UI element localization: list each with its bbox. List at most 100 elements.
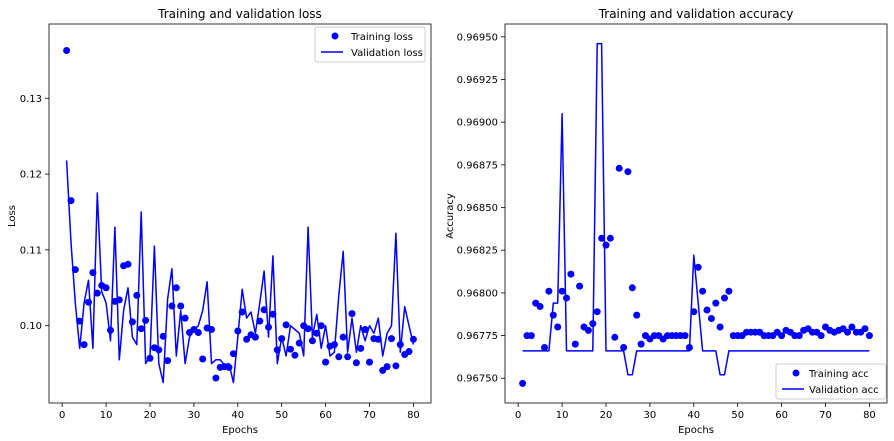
loss-chart-series-point — [212, 374, 220, 382]
loss-chart-xtick-label: 80 — [407, 410, 420, 421]
loss-chart-series-point — [93, 289, 101, 297]
accuracy-chart-ytick-label: 0.96950 — [457, 32, 498, 43]
loss-chart-ylabel: Loss — [7, 205, 18, 227]
accuracy-chart-series-point — [606, 234, 614, 242]
accuracy-chart-ytick-label: 0.96775 — [457, 331, 498, 342]
accuracy-chart-xlabel: Epochs — [678, 425, 714, 436]
accuracy-chart-axes-frame — [504, 23, 888, 404]
accuracy-chart-series-point — [602, 241, 610, 249]
loss-chart-series-point — [348, 310, 356, 318]
loss-chart-series-point — [352, 359, 360, 367]
loss-chart-series-point — [357, 344, 365, 352]
accuracy-chart-xtick-label: 80 — [863, 410, 876, 421]
loss-chart-axes: 0 10 20 30 40 50 60 70 80 0.10 0.11 0.12 0.13 — [20, 23, 432, 421]
loss-chart-xtick-label: 40 — [231, 410, 244, 421]
accuracy-chart-series-point — [536, 303, 544, 310]
loss-chart-series-line-1 — [65, 160, 415, 384]
accuracy-chart-ytick-label: 0.96875 — [457, 160, 498, 171]
loss-chart-series-point — [291, 351, 299, 359]
loss-chart-series-point — [339, 333, 347, 341]
accuracy-chart-xtick-label: 40 — [687, 410, 700, 421]
loss-chart-title: Training and validation loss — [157, 7, 322, 21]
accuracy-chart-xtick-label: 10 — [556, 410, 569, 421]
loss-chart-series-point — [128, 318, 136, 326]
loss-chart-series-point — [317, 322, 325, 330]
loss-chart-xtick-label: 20 — [144, 410, 157, 421]
loss-chart-series-point — [164, 357, 172, 365]
accuracy-chart-xtick-label: 50 — [731, 410, 744, 421]
accuracy-chart-series-point — [567, 270, 575, 278]
accuracy-chart-marks — [519, 42, 873, 387]
loss-chart-axes-frame — [48, 23, 432, 404]
accuracy-chart-series-point — [563, 294, 570, 302]
loss-chart-series-point — [366, 358, 373, 366]
loss-chart-ytick-label: 0.13 — [20, 94, 42, 105]
accuracy-chart-series-point — [865, 332, 873, 340]
accuracy-chart-ytick-label: 0.96800 — [457, 288, 498, 299]
accuracy-chart-xtick-label: 70 — [819, 410, 832, 421]
loss-chart-series-point — [287, 345, 294, 353]
loss-chart-series-point — [322, 358, 330, 366]
accuracy-chart-series-point — [699, 287, 707, 295]
loss-chart-ytick-label: 0.12 — [20, 170, 42, 181]
loss-chart-xlabel: Epochs — [222, 425, 258, 436]
loss-chart-series-point — [405, 348, 413, 355]
accuracy-chart-series-point — [725, 287, 733, 295]
loss-chart-series-point — [199, 355, 207, 363]
accuracy-chart-series-point — [633, 311, 641, 319]
loss-chart-panel: Training and validation loss Epochs Loss… — [7, 7, 432, 436]
loss-chart-series-point — [80, 341, 88, 349]
accuracy-chart-ytick-label: 0.96750 — [457, 374, 498, 385]
accuracy-chart-series-point — [637, 340, 645, 348]
accuracy-chart-series-point — [615, 164, 623, 172]
accuracy-chart-series-line-1 — [522, 42, 870, 376]
accuracy-chart-series-point — [716, 323, 724, 331]
accuracy-legend-label-validation: Validation acc — [809, 385, 879, 396]
accuracy-chart-series-point — [593, 308, 601, 316]
accuracy-legend-label-training: Training acc — [808, 369, 869, 380]
accuracy-chart-series-point — [541, 344, 548, 351]
accuracy-chart-ylabel: Accuracy — [445, 193, 456, 239]
loss-chart-series-point — [344, 353, 352, 361]
accuracy-chart-series-point — [817, 332, 825, 340]
loss-legend-label-validation: Validation loss — [351, 48, 423, 59]
accuracy-legend-marker-training — [792, 369, 800, 377]
accuracy-chart-series-point — [611, 333, 619, 341]
loss-chart-series-point — [63, 47, 71, 54]
loss-chart-ytick-label: 0.10 — [20, 321, 42, 332]
accuracy-chart-series-point — [584, 326, 592, 334]
loss-chart-series-point — [383, 363, 391, 371]
loss-chart-series-point — [137, 325, 145, 333]
accuracy-chart-series-point — [571, 340, 579, 348]
accuracy-chart-series-point — [844, 328, 851, 336]
loss-chart-series-point — [335, 353, 343, 361]
loss-chart-ytick-label: 0.11 — [20, 245, 42, 256]
loss-legend-label-training: Training loss — [350, 32, 413, 43]
loss-chart-series-point — [85, 298, 92, 306]
accuracy-chart-title: Training and validation accuracy — [598, 7, 794, 21]
accuracy-chart-ytick-label: 0.96850 — [457, 203, 498, 214]
accuracy-chart-ytick-label: 0.96825 — [457, 246, 498, 257]
loss-chart-series-point — [177, 302, 185, 310]
accuracy-chart-xtick-label: 60 — [775, 410, 788, 421]
loss-chart-series-point — [304, 325, 312, 333]
loss-legend-marker-training — [331, 32, 339, 40]
accuracy-chart-series-point — [545, 287, 553, 295]
loss-chart-series-point — [102, 284, 110, 292]
loss-chart-series-point — [124, 260, 132, 268]
accuracy-chart-series-point — [620, 344, 628, 351]
accuracy-chart-series-point — [861, 325, 869, 333]
loss-chart-series-point — [392, 362, 400, 370]
accuracy-chart-series-point — [558, 287, 566, 295]
loss-chart-marks — [63, 47, 417, 384]
loss-chart-xtick-label: 60 — [319, 410, 332, 421]
accuracy-chart-series-point — [576, 282, 584, 290]
accuracy-chart-ytick-label: 0.96900 — [457, 118, 498, 129]
accuracy-legend-frame — [775, 363, 887, 400]
accuracy-chart-series-point — [778, 332, 786, 340]
loss-chart-series-point — [172, 284, 180, 292]
accuracy-chart-series-point — [690, 308, 698, 316]
loss-chart-series-point — [388, 335, 395, 343]
accuracy-chart-legend: Training acc Validation acc — [775, 363, 887, 400]
loss-legend-frame — [314, 26, 426, 63]
